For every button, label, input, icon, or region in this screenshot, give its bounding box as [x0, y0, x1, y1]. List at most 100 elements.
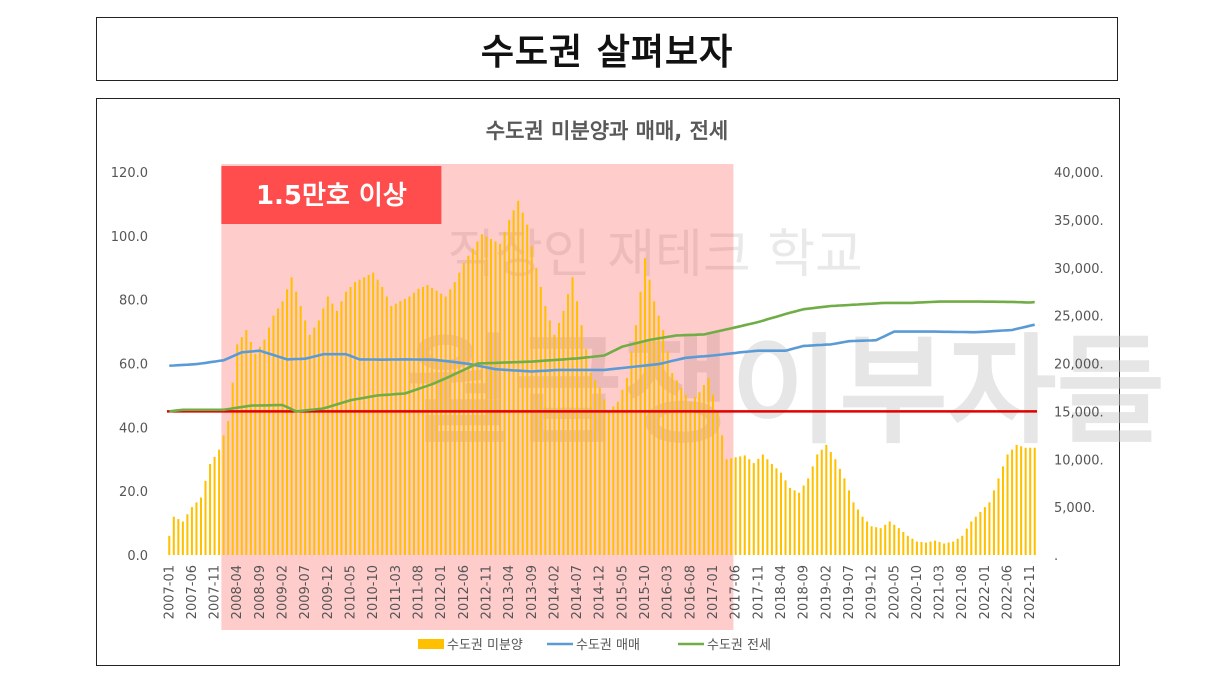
bar-unsold-2012-06: [462, 262, 465, 555]
bar-unsold-2017-11: [757, 458, 760, 555]
bar-unsold-2013-08: [526, 224, 529, 555]
bar-unsold-2019-03: [829, 452, 832, 555]
bar-unsold-2014-06: [571, 277, 574, 555]
bar-unsold-2014-02: [553, 334, 556, 555]
bar-unsold-2009-11: [322, 308, 325, 555]
bar-unsold-2016-12: [707, 377, 710, 555]
bar-unsold-2012-02: [444, 296, 447, 555]
x-tick-label: 2017-01: [706, 565, 721, 619]
bar-unsold-2015-04: [616, 401, 619, 555]
bar-unsold-2007-05: [186, 514, 189, 555]
bar-unsold-2007-02: [172, 516, 175, 555]
x-tick-label: 2019-02: [819, 565, 834, 619]
bar-unsold-2018-07: [793, 490, 796, 555]
bar-unsold-2011-09: [421, 286, 425, 555]
bar-unsold-2011-08: [417, 288, 420, 555]
bar-unsold-2012-01: [440, 293, 443, 555]
y-right-tick-label: 40,000.: [1054, 166, 1104, 181]
bar-unsold-2010-07: [358, 279, 361, 555]
bar-unsold-2011-03: [394, 303, 397, 555]
bar-unsold-2009-08: [308, 334, 311, 555]
bar-unsold-2018-11: [811, 466, 814, 555]
bar-unsold-2011-02: [390, 306, 393, 555]
x-tick-label: 2010-10: [366, 565, 381, 619]
bar-unsold-2015-11: [648, 279, 651, 555]
bar-unsold-2007-01: [168, 535, 171, 555]
bar-unsold-2007-07: [195, 502, 198, 555]
bar-unsold-2019-05: [838, 468, 841, 555]
bar-unsold-2012-10: [480, 234, 483, 556]
bar-unsold-2022-03: [992, 490, 995, 555]
x-tick-label: 2009-02: [276, 565, 291, 619]
bar-unsold-2017-03: [721, 435, 724, 555]
bar-unsold-2021-01: [929, 541, 932, 555]
bar-unsold-2017-01: [711, 394, 715, 555]
bar-unsold-2016-11: [702, 385, 705, 555]
bar-unsold-2014-12: [598, 387, 601, 555]
y-axis-right: . 5,000. 10,000. 15,000. 20,000. 25,000. 30,00…: [1054, 166, 1104, 564]
page-title: 수도권 살펴보자: [480, 32, 734, 73]
bar-unsold-2020-04: [888, 521, 891, 555]
bar-unsold-2022-09: [1020, 446, 1023, 555]
bar-unsold-2010-11: [376, 279, 379, 555]
bar-unsold-2009-10: [317, 320, 320, 555]
x-tick-label: 2013-09: [525, 565, 540, 619]
y-right-tick-label: 30,000.: [1054, 262, 1104, 277]
x-tick-label: 2022-01: [978, 565, 993, 619]
bar-unsold-2010-05: [349, 286, 352, 555]
bar-unsold-2013-12: [544, 306, 547, 555]
bar-unsold-2012-03: [449, 289, 452, 555]
bar-unsold-2008-02: [227, 420, 230, 555]
bar-unsold-2017-12: [761, 454, 764, 555]
bar-unsold-2018-04: [779, 472, 783, 555]
bar-unsold-2008-08: [254, 353, 257, 555]
bar-unsold-2007-04: [181, 521, 184, 555]
bar-unsold-2007-10: [209, 464, 212, 555]
bar-unsold-2019-09: [856, 509, 860, 555]
bar-unsold-2011-12: [435, 290, 438, 555]
bar-unsold-2016-02: [662, 329, 665, 555]
bar-unsold-2008-01: [222, 435, 225, 555]
bar-unsold-2018-02: [770, 464, 773, 555]
bar-unsold-2019-02: [825, 444, 828, 555]
bar-unsold-2014-07: [576, 301, 579, 555]
bar-unsold-2021-03: [938, 542, 941, 555]
bar-unsold-2021-04: [943, 543, 946, 555]
bar-unsold-2021-11: [974, 516, 977, 555]
bar-unsold-2019-06: [843, 478, 846, 555]
x-tick-label: 2008-04: [230, 565, 245, 619]
watermark-line1: 직장인 재테크 학교: [447, 225, 863, 285]
bar-unsold-2019-11: [866, 521, 869, 555]
bar-unsold-2012-12: [489, 239, 493, 555]
bar-unsold-2012-07: [467, 255, 470, 555]
bar-unsold-2013-02: [499, 243, 502, 555]
bar-unsold-2021-10: [970, 521, 973, 555]
y-left-tick-label: 40.0: [119, 421, 148, 436]
bar-unsold-2013-04: [508, 219, 511, 555]
bar-unsold-2009-07: [304, 320, 307, 555]
x-tick-label: 2018-04: [774, 565, 789, 619]
bar-unsold-2017-09: [748, 459, 751, 555]
bar-unsold-2018-12: [816, 454, 819, 555]
bar-unsold-2018-01: [766, 459, 769, 555]
bar-unsold-2014-11: [594, 380, 597, 555]
highlight-label-box: [221, 166, 442, 224]
bar-unsold-2018-06: [789, 487, 792, 555]
bar-unsold-2014-08: [580, 325, 583, 555]
bar-unsold-2009-09: [313, 327, 316, 555]
bar-unsold-2009-02: [281, 301, 284, 555]
x-tick-label: 2020-10: [910, 565, 925, 619]
x-tick-label: 2012-06: [457, 565, 472, 619]
bar-unsold-2008-04: [236, 344, 239, 555]
bar-unsold-2011-11: [431, 287, 434, 555]
bar-unsold-2012-08: [471, 248, 474, 555]
bar-unsold-2018-10: [807, 478, 810, 555]
bar-unsold-2021-08: [961, 535, 964, 555]
bar-unsold-2014-05: [566, 294, 570, 555]
bar-unsold-2019-07: [847, 490, 850, 555]
bar-unsold-2021-09: [965, 528, 968, 555]
x-tick-label: 2019-07: [842, 565, 857, 619]
x-tick-label: 2014-02: [547, 565, 562, 619]
bar-unsold-2016-10: [698, 392, 701, 555]
y-right-tick-label: 20,000.: [1054, 358, 1104, 373]
